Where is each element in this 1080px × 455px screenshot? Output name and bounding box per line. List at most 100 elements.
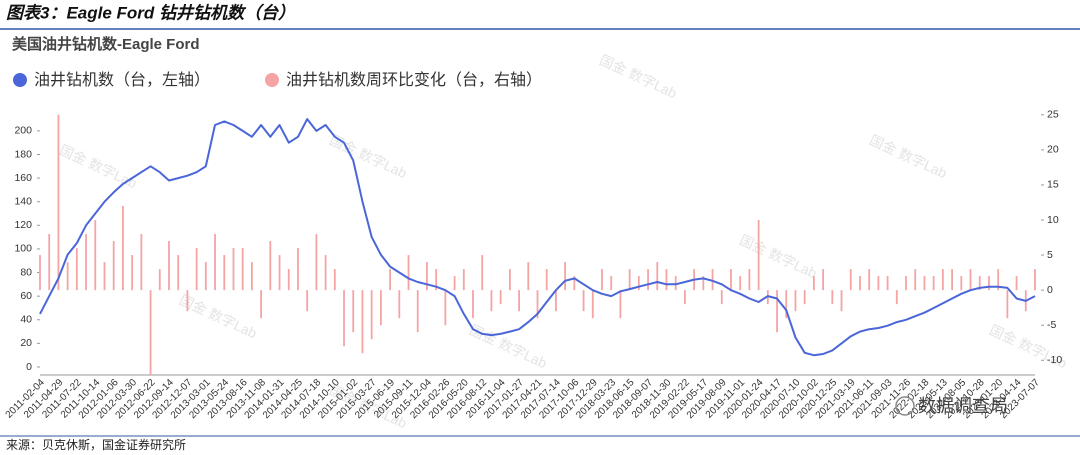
bar — [48, 234, 51, 291]
y-tick-label: 20 — [20, 337, 32, 349]
bar — [518, 290, 520, 312]
bar — [278, 255, 281, 291]
source: 来源：贝克休斯，国金证券研究所 — [6, 437, 186, 452]
watermark: 国金 数字Lab — [177, 292, 259, 342]
bar — [140, 234, 143, 291]
bar — [868, 269, 871, 291]
bar — [628, 269, 631, 291]
y-tick-label: 180 — [14, 148, 32, 160]
bar — [822, 269, 825, 291]
bar — [895, 290, 898, 305]
bar — [398, 290, 401, 319]
bar — [297, 248, 299, 291]
y2-tick-label: 20 — [1047, 144, 1059, 156]
bar — [112, 241, 115, 291]
bar — [886, 276, 889, 291]
legend-marker — [265, 73, 279, 87]
chart-title: 美国油井钻机数-Eagle Ford — [12, 35, 200, 53]
bar — [665, 269, 668, 291]
bar — [416, 290, 419, 333]
bar — [748, 269, 751, 291]
bar — [739, 276, 742, 291]
line — [39, 118, 1036, 357]
bar — [324, 255, 327, 291]
logo-text: 数据调查局 — [918, 396, 1008, 416]
y-tick-label: 80 — [20, 266, 32, 278]
bar — [223, 255, 226, 291]
bar — [914, 269, 917, 291]
bar — [932, 276, 935, 291]
bar — [960, 276, 963, 291]
bar — [287, 269, 290, 291]
y-tick-label: 100 — [14, 243, 32, 255]
watermark: 国金 数字Lab — [57, 142, 139, 192]
bar — [250, 262, 253, 291]
bar — [684, 290, 686, 305]
bar — [785, 290, 788, 319]
y-tick-label: 160 — [14, 172, 32, 184]
bar — [472, 290, 474, 319]
bar — [601, 269, 603, 291]
y2-tick-label: -10 — [1047, 354, 1062, 366]
bar — [214, 234, 216, 291]
bar — [444, 290, 447, 326]
bar — [168, 241, 170, 291]
bar — [186, 290, 189, 312]
bar — [352, 290, 355, 333]
bar — [582, 290, 585, 312]
y-tick-label: 0 — [26, 361, 32, 373]
bar — [370, 290, 373, 340]
bar — [389, 269, 391, 291]
header: 图表3：Eagle Ford 钻井钻机数（台） — [6, 3, 295, 22]
bar — [573, 276, 576, 291]
bar — [343, 290, 345, 347]
bar — [241, 248, 244, 291]
bar — [1006, 290, 1009, 319]
bar — [812, 276, 815, 291]
y-tick-label: 140 — [14, 195, 32, 207]
bar — [481, 255, 484, 291]
y-tick-label: 40 — [20, 314, 32, 326]
bar — [122, 205, 124, 291]
bar — [527, 262, 530, 291]
bar — [545, 269, 548, 291]
bar — [94, 220, 97, 291]
bar — [103, 262, 106, 291]
legend-label: 油井钻机数（台，左轴） — [34, 71, 210, 89]
bar — [195, 248, 198, 291]
bar — [978, 276, 981, 291]
y2-tick-label: -5 — [1047, 319, 1056, 331]
bar — [177, 255, 180, 291]
bar — [39, 255, 41, 291]
bar — [536, 290, 539, 319]
bar — [997, 269, 1000, 291]
bar — [499, 290, 502, 305]
bar — [941, 269, 944, 291]
watermark: 国金 数字Lab — [867, 132, 949, 182]
bar — [637, 276, 640, 291]
y2-tick-label: 15 — [1047, 179, 1059, 191]
bar — [702, 276, 705, 291]
bar — [720, 290, 723, 305]
bar — [490, 290, 493, 312]
bar — [674, 276, 677, 291]
logo-icon — [895, 396, 915, 416]
bar — [877, 276, 880, 291]
legend-marker — [13, 73, 27, 87]
bar — [905, 276, 907, 291]
y2-tick-label: 5 — [1047, 249, 1053, 261]
bar — [85, 234, 87, 291]
bar — [840, 290, 843, 312]
bar — [969, 269, 972, 291]
bar — [158, 269, 161, 291]
bar — [730, 269, 732, 291]
bar — [462, 269, 465, 291]
bar — [407, 255, 410, 291]
bar — [711, 269, 714, 291]
bar — [555, 290, 557, 312]
bar — [315, 234, 318, 291]
bar — [426, 262, 428, 291]
bar — [564, 262, 567, 291]
bar — [776, 290, 778, 333]
